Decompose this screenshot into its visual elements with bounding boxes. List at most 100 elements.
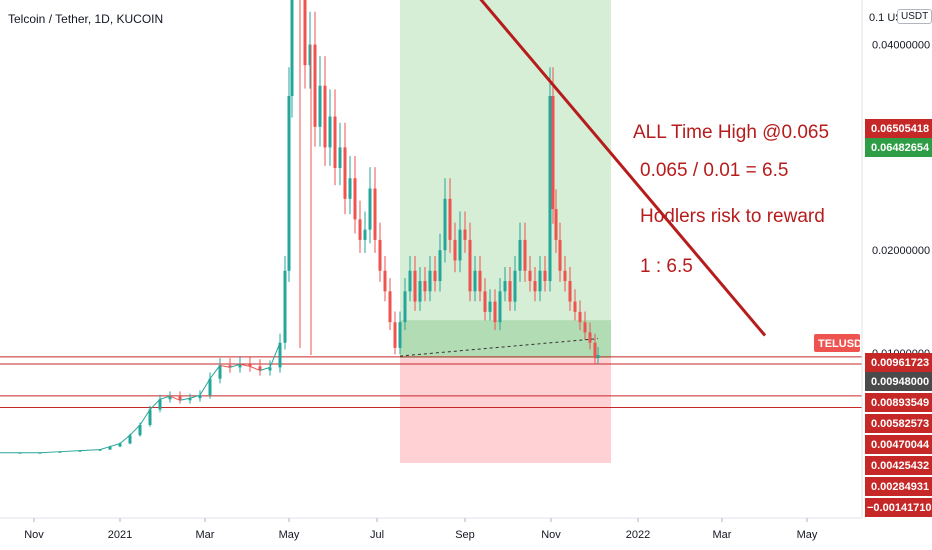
candle-body[interactable] — [523, 239, 527, 271]
candle-body[interactable] — [358, 219, 362, 240]
candle-body[interactable] — [248, 364, 252, 367]
candle-body[interactable] — [413, 270, 417, 302]
candle-body[interactable] — [448, 198, 452, 240]
candle-body[interactable] — [493, 301, 497, 323]
candle-body[interactable] — [588, 332, 592, 343]
zone-risk[interactable] — [400, 358, 611, 463]
candle-body[interactable] — [373, 188, 377, 240]
candle-body[interactable] — [433, 270, 437, 282]
price-tag[interactable] — [865, 414, 932, 433]
candle-body[interactable] — [578, 311, 582, 323]
candle-body[interactable] — [548, 96, 552, 282]
candle-body[interactable] — [363, 229, 367, 240]
candle-body[interactable] — [58, 451, 62, 453]
candle-body[interactable] — [398, 322, 402, 348]
candle-body[interactable] — [473, 270, 477, 292]
price-tag[interactable] — [865, 353, 932, 372]
annotation-risk-reward[interactable]: 1 : 6.5 — [640, 256, 693, 277]
candle-body[interactable] — [528, 270, 532, 282]
candle-body[interactable] — [328, 116, 332, 148]
candle-body[interactable] — [218, 365, 222, 379]
candle-body[interactable] — [287, 96, 291, 271]
candle-body[interactable] — [318, 85, 322, 127]
candle-body[interactable] — [488, 301, 492, 312]
candle-body[interactable] — [333, 116, 337, 168]
candle-body[interactable] — [468, 239, 472, 292]
candle-body[interactable] — [323, 85, 327, 148]
price-tag[interactable] — [865, 138, 932, 157]
candle-body[interactable] — [368, 188, 372, 230]
candle-body[interactable] — [538, 270, 542, 292]
candle-body[interactable] — [418, 281, 422, 302]
candle-body[interactable] — [551, 96, 555, 210]
candle-body[interactable] — [378, 239, 382, 271]
candle-body[interactable] — [198, 395, 202, 399]
price-tag[interactable] — [865, 477, 932, 496]
price-tag[interactable] — [865, 435, 932, 454]
candle-body[interactable] — [438, 250, 442, 282]
annotation-ratio[interactable]: 0.065 / 0.01 = 6.5 — [640, 160, 789, 181]
candle-body[interactable] — [408, 270, 412, 292]
candle-body[interactable] — [290, 0, 294, 96]
candle-body[interactable] — [518, 239, 522, 271]
candle-body[interactable] — [554, 209, 558, 240]
candle-body[interactable] — [393, 322, 397, 348]
candle-body[interactable] — [568, 281, 572, 302]
candle-body[interactable] — [258, 366, 262, 371]
candle-body[interactable] — [593, 342, 597, 359]
candle-body[interactable] — [238, 364, 242, 368]
candle-body[interactable] — [283, 270, 287, 343]
candle-body[interactable] — [383, 270, 387, 292]
candle-body[interactable] — [353, 178, 357, 220]
candle-body[interactable] — [453, 239, 457, 261]
candle-body[interactable] — [403, 291, 407, 323]
candle-body[interactable] — [463, 229, 467, 240]
candle-body[interactable] — [188, 398, 192, 401]
candle-body[interactable] — [458, 229, 462, 261]
candle-body[interactable] — [278, 342, 282, 368]
price-tag[interactable] — [865, 393, 932, 412]
descending-trend-line[interactable] — [300, 0, 767, 337]
candle-body[interactable] — [388, 291, 392, 323]
candle-body[interactable] — [98, 449, 102, 451]
candle-body[interactable] — [138, 424, 142, 436]
candle-body[interactable] — [168, 396, 172, 400]
candle-body[interactable] — [573, 301, 577, 312]
candle-body[interactable] — [118, 443, 122, 447]
candle-body[interactable] — [563, 270, 567, 282]
candle-body[interactable] — [513, 270, 517, 302]
price-tag[interactable] — [865, 372, 932, 391]
price-tag[interactable] — [865, 119, 932, 138]
candle-body[interactable] — [343, 147, 347, 199]
price-tag[interactable] — [865, 498, 932, 517]
zone-entry[interactable] — [400, 320, 611, 359]
candle-body[interactable] — [596, 355, 600, 359]
candle-body[interactable] — [508, 281, 512, 302]
candle-body[interactable] — [108, 446, 112, 450]
candle-body[interactable] — [483, 291, 487, 312]
candle-body[interactable] — [583, 322, 587, 333]
candle-body[interactable] — [303, 0, 307, 66]
candle-body[interactable] — [503, 281, 507, 292]
candle-body[interactable] — [308, 44, 312, 66]
candle-body[interactable] — [423, 281, 427, 292]
candle-body[interactable] — [428, 270, 432, 292]
annotation-risk[interactable]: Hodlers risk to reward — [640, 206, 825, 227]
candle-body[interactable] — [313, 44, 317, 127]
candle-body[interactable] — [533, 281, 537, 292]
candle-body[interactable] — [443, 198, 447, 251]
candle-body[interactable] — [128, 435, 132, 444]
price-tag[interactable] — [865, 456, 932, 475]
candle-body[interactable] — [498, 291, 502, 323]
currency-badge[interactable]: USDT — [897, 9, 932, 24]
candle-body[interactable] — [148, 409, 152, 425]
candle-body[interactable] — [558, 239, 562, 271]
candle-body[interactable] — [78, 450, 82, 452]
candle-body[interactable] — [348, 178, 352, 199]
candle-body[interactable] — [268, 367, 272, 371]
annotation-all-time-high[interactable]: ALL Time High @0.065 — [633, 122, 830, 143]
candle-body[interactable] — [338, 147, 342, 168]
candle-body[interactable] — [478, 270, 482, 292]
candle-body[interactable] — [178, 396, 182, 401]
